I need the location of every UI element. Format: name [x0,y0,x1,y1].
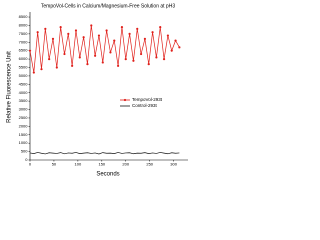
data-point [40,68,43,71]
y-tick-label: 1500 [19,132,29,137]
data-point [178,46,181,49]
data-point [132,59,135,62]
data-point [170,49,173,52]
x-tick-label: 200 [122,162,129,167]
data-point [71,64,74,67]
data-point [151,31,154,34]
legend-marker [123,98,127,102]
y-tick-label: 5000 [19,73,29,78]
data-point [124,57,127,61]
y-tick-label: 3000 [19,107,29,112]
y-tick-label: 4000 [19,90,29,95]
data-point [174,39,177,42]
data-point [143,37,147,41]
data-point [63,52,66,56]
data-point [128,32,131,35]
x-tick-label: 100 [75,162,82,167]
y-tick-label: 4500 [19,81,29,86]
y-tick-label: 2500 [19,115,29,120]
y-tick-label: 6500 [19,48,29,53]
series-line [29,152,180,155]
data-point [28,49,32,52]
y-tick-label: 8500 [19,14,29,19]
data-point [90,24,93,27]
data-point [67,32,70,35]
x-tick-label: 0 [29,162,32,167]
data-point [105,29,108,32]
data-point [82,36,85,39]
data-point [36,31,39,34]
y-tick-label: 8000 [19,23,29,28]
data-point [44,27,47,30]
data-point [109,51,112,54]
data-point [116,64,120,67]
y-tick-label: 3500 [19,98,29,103]
legend-label: Control-293t [132,103,158,108]
y-axis-title: Relative Fluorescence Unit [7,51,13,123]
data-point [94,54,97,57]
y-tick-label: 2000 [19,123,29,128]
data-point [86,63,89,66]
y-tick-label: 7000 [19,39,29,44]
y-tick-label: 1000 [19,140,29,145]
x-tick-label: 150 [98,162,105,167]
chart: TempoVol-Cells in Calcium/Magnesium-Free… [7,3,188,178]
data-point [147,63,150,66]
data-point [101,61,104,64]
data-point [48,57,51,61]
data-point [113,39,116,42]
series-line [29,25,180,73]
chart-title: TempoVol-Cells in Calcium/Magnesium-Free… [41,3,175,9]
y-tick-label: 0 [25,157,28,162]
data-point [51,37,55,41]
x-axis-title: Seconds [96,172,119,178]
legend-label: TempoVol-293t [132,97,163,102]
data-point [159,26,162,29]
data-point [97,34,101,37]
data-point [59,26,62,29]
y-tick-label: 500 [21,149,28,154]
x-tick-label: 250 [146,162,153,167]
data-point [162,57,166,61]
x-tick-label: 50 [52,162,57,167]
y-tick-label: 6000 [19,56,29,61]
data-point [166,34,169,37]
data-point [78,56,81,59]
data-point [120,26,124,29]
data-point [32,71,35,74]
data-point [155,56,158,59]
data-point [136,27,139,30]
data-point [55,66,58,69]
data-point [74,29,78,32]
data-point [139,52,143,56]
y-tick-label: 7500 [19,31,29,36]
y-tick-label: 5500 [19,65,29,70]
x-tick-label: 300 [170,162,177,167]
